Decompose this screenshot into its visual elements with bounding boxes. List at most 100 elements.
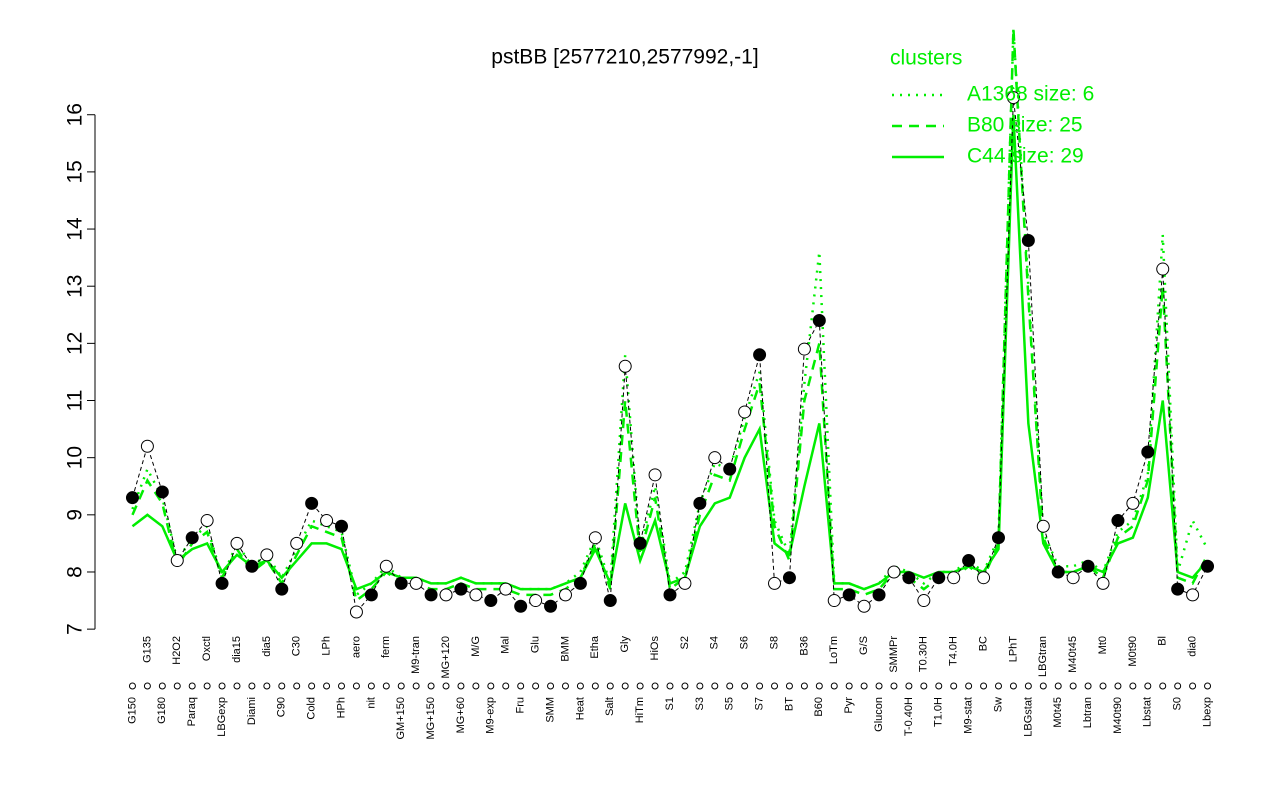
- legend-title: clusters: [890, 47, 962, 70]
- x-tick-label: S1: [664, 697, 676, 710]
- data-point: [812, 313, 826, 327]
- data-point: [693, 496, 707, 510]
- rug-dot: [1159, 682, 1167, 690]
- rug-dot: [547, 682, 555, 690]
- rug-dot: [1114, 682, 1122, 690]
- x-tick-label: Etha: [589, 635, 601, 659]
- rug-dot: [965, 682, 973, 690]
- rug-dot: [561, 682, 569, 690]
- x-tick-label: S0: [1172, 697, 1184, 710]
- data-point: [349, 605, 363, 619]
- x-tick-label: Mt0: [1097, 636, 1109, 654]
- rug-dot: [502, 682, 510, 690]
- data-point: [962, 554, 976, 568]
- rug-dot: [128, 682, 136, 690]
- x-tick-label: Bl: [1157, 636, 1169, 646]
- data-point: [663, 588, 677, 602]
- rug-dot: [1009, 682, 1017, 690]
- data-point: [544, 599, 558, 613]
- rug-dot: [367, 682, 375, 690]
- x-tick-label: H2O2: [171, 636, 183, 665]
- y-tick-label: 16: [64, 103, 87, 126]
- data-point: [499, 582, 513, 596]
- x-tick-label: SMMPr: [888, 636, 900, 673]
- y-tick-label: 14: [64, 217, 87, 241]
- x-tick-label: Gly: [619, 636, 631, 653]
- rug-dot: [233, 682, 241, 690]
- data-point: [872, 588, 886, 602]
- data-point: [514, 599, 528, 613]
- rug-dot: [1024, 682, 1032, 690]
- data-point: [797, 342, 811, 356]
- rug-dot: [815, 682, 823, 690]
- x-tick-label: S7: [753, 697, 765, 710]
- x-tick-label: aero: [350, 636, 362, 658]
- x-tick-label: M0t45: [1052, 697, 1064, 728]
- data-point: [708, 451, 722, 465]
- data-point: [633, 536, 647, 550]
- x-tick-label: MG+150: [425, 697, 437, 740]
- x-tick-label: S8: [768, 636, 780, 649]
- rug-dot: [800, 682, 808, 690]
- data-point: [1141, 445, 1155, 459]
- data-point: [364, 588, 378, 602]
- x-tick-label: Glucon: [873, 697, 885, 732]
- y-tick-label: 13: [64, 275, 87, 298]
- data-point: [170, 554, 184, 568]
- data-point: [768, 576, 782, 590]
- x-tick-label: BMM: [559, 636, 571, 662]
- x-tick-label: Pyr: [843, 697, 855, 714]
- rug-dot: [935, 682, 943, 690]
- x-tick-label: T4.0H: [948, 636, 960, 666]
- data-point: [1006, 91, 1020, 105]
- data-point: [991, 531, 1005, 545]
- rug-dot: [711, 682, 719, 690]
- data-point: [305, 496, 319, 510]
- rug-dot: [278, 682, 286, 690]
- data-point: [573, 576, 587, 590]
- rug-dot: [323, 682, 331, 690]
- x-tick-label: HPh: [335, 697, 347, 718]
- rug-dot: [397, 682, 405, 690]
- rug-dot: [203, 682, 211, 690]
- x-tick-label: LBGexp: [216, 697, 228, 737]
- rug-dot: [771, 682, 779, 690]
- rug-dot: [158, 682, 166, 690]
- x-tick-label: G135: [141, 636, 153, 663]
- rug-dot: [845, 682, 853, 690]
- x-tick-label: S5: [724, 697, 736, 710]
- y-tick-label: 12: [64, 332, 87, 355]
- rug-dot: [1039, 682, 1047, 690]
- rug-dot: [1144, 682, 1152, 690]
- rug-dot: [681, 682, 689, 690]
- x-tick-label: Lbstat: [1142, 697, 1154, 727]
- legend-label: A1368 size: 6: [967, 83, 1094, 106]
- rug-dot: [994, 682, 1002, 690]
- data-point: [394, 576, 408, 590]
- legend-label: B80 size: 25: [967, 114, 1083, 137]
- data-point: [230, 536, 244, 550]
- data-point: [1111, 514, 1125, 528]
- data-point: [409, 576, 423, 590]
- data-point: [1051, 565, 1065, 579]
- cluster-line: [131, 29, 1209, 603]
- data-point: [1126, 496, 1140, 510]
- x-tick-label: HiTm: [634, 697, 646, 723]
- rug-dot: [621, 682, 629, 690]
- x-tick-label: T0.30H: [918, 636, 930, 672]
- rug-dot: [890, 682, 898, 690]
- x-tick-label: BC: [977, 636, 989, 651]
- x-tick-label: Salt: [604, 697, 616, 716]
- data-point: [379, 559, 393, 573]
- data-point: [857, 599, 871, 613]
- data-point: [932, 571, 946, 585]
- data-point: [245, 559, 259, 573]
- x-tick-label: nit: [365, 697, 377, 709]
- rug-dot: [756, 682, 764, 690]
- x-tick-label: Sw: [992, 697, 1004, 712]
- rug-dot: [532, 682, 540, 690]
- data-point: [469, 588, 483, 602]
- rug-dot: [591, 682, 599, 690]
- x-tick-label: Lbexp: [1201, 697, 1213, 727]
- rug-dot: [188, 682, 196, 690]
